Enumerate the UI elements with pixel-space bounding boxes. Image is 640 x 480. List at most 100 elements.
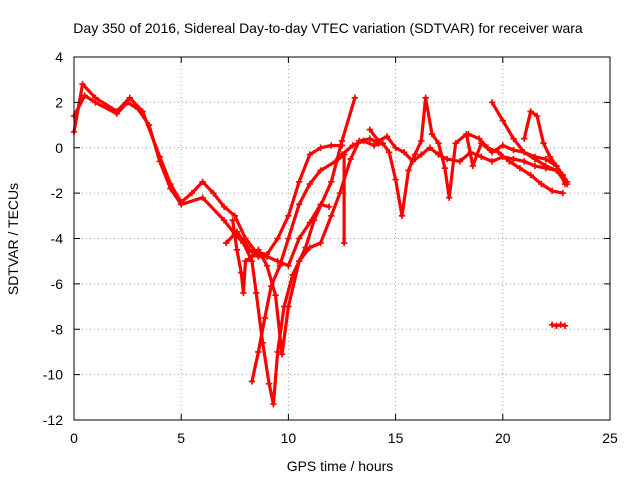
data-point [328,212,335,220]
data-point [375,137,382,145]
data-point [527,108,534,115]
data-point [263,262,271,269]
data-point [156,158,163,165]
data-point [240,289,247,297]
data-point [510,135,517,142]
y-tick-label: -12 [43,412,63,428]
data-point [306,244,314,251]
x-tick-label: 15 [388,430,404,446]
data-point [248,378,256,385]
data-point [261,314,269,322]
data-point [383,133,391,140]
data-point [336,189,344,197]
data-point [400,149,408,156]
data-point [398,212,406,220]
data-point [278,351,286,358]
data-point [392,176,399,183]
data-point [559,171,567,179]
data-point [270,400,277,408]
data-point [392,144,399,151]
data-point [285,235,292,242]
data-point [488,99,496,106]
data-point [210,189,217,197]
series-line [72,93,357,406]
data-point [527,171,534,179]
series-line [250,153,346,383]
data-point [242,257,249,265]
data-point [295,235,303,242]
data-point [559,189,567,197]
data-point [553,322,560,330]
data-point [540,140,547,147]
data-point [274,348,281,356]
data-point [370,142,378,149]
data-point [435,140,442,147]
series-track-4 [229,135,382,358]
data-point [546,153,554,161]
data-point [276,262,284,269]
data-point [538,180,545,188]
plot-frame [73,56,611,421]
data-point [285,262,292,269]
data-point [255,246,262,254]
data-point [233,246,241,254]
data-point [274,235,281,242]
y-tick-label: 4 [55,49,63,65]
data-point [488,158,496,165]
data-point [561,322,569,330]
data-point [499,142,506,149]
data-point [238,269,245,276]
data-point [557,321,564,328]
data-point [484,144,491,151]
data-series [70,81,571,408]
data-point [265,380,273,387]
data-point [422,94,429,102]
data-point [465,130,472,138]
data-point [467,149,474,156]
data-point [521,158,528,165]
axis-ticks: 0 5 10 15 20 25 -12 -10 -8 -6 -4 -2 0 2 4 [43,49,618,446]
data-point [229,217,236,224]
data-point [366,135,374,142]
data-point [516,164,524,172]
data-point [366,126,374,133]
data-point [452,140,459,147]
data-point [338,137,346,145]
data-point [435,151,442,158]
data-point [328,142,335,149]
data-point [223,239,230,247]
y-tick-label: 0 [55,140,63,156]
data-point [426,144,434,151]
data-point [446,194,453,201]
series-line [231,137,380,356]
data-point [246,246,254,254]
data-point [351,94,359,102]
data-point [495,149,502,156]
data-point [178,201,185,208]
data-point [325,203,333,210]
data-point [231,212,238,220]
data-point [548,187,556,195]
data-point [385,149,393,156]
data-point [285,303,292,310]
data-point [418,137,425,145]
data-point [506,158,513,165]
data-point [563,178,571,185]
data-point [553,162,560,170]
data-point [295,178,303,185]
series-line [72,82,344,256]
data-point [521,149,528,156]
data-point [295,201,303,208]
data-point [332,158,339,165]
data-point [531,155,539,163]
data-point [411,151,419,158]
data-point [338,151,346,158]
data-point [81,92,88,99]
data-point [499,117,506,124]
series-track-5 [248,151,348,385]
data-point [167,185,174,192]
y-tick-label: -10 [43,367,63,383]
data-point [469,162,476,170]
data-point [533,112,541,120]
